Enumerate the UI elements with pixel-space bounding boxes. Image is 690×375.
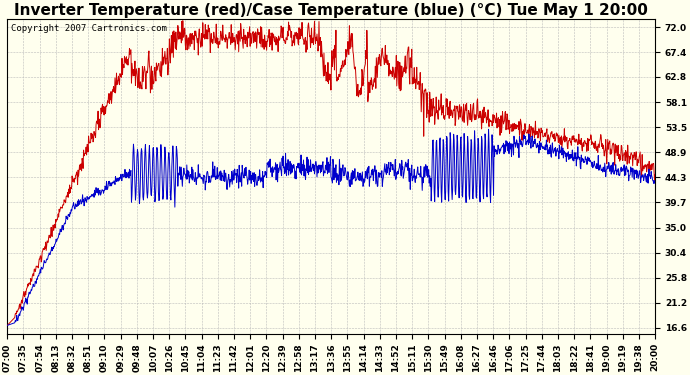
Text: Copyright 2007 Cartronics.com: Copyright 2007 Cartronics.com: [10, 24, 166, 33]
Title: Inverter Temperature (red)/Case Temperature (blue) (°C) Tue May 1 20:00: Inverter Temperature (red)/Case Temperat…: [14, 3, 648, 18]
